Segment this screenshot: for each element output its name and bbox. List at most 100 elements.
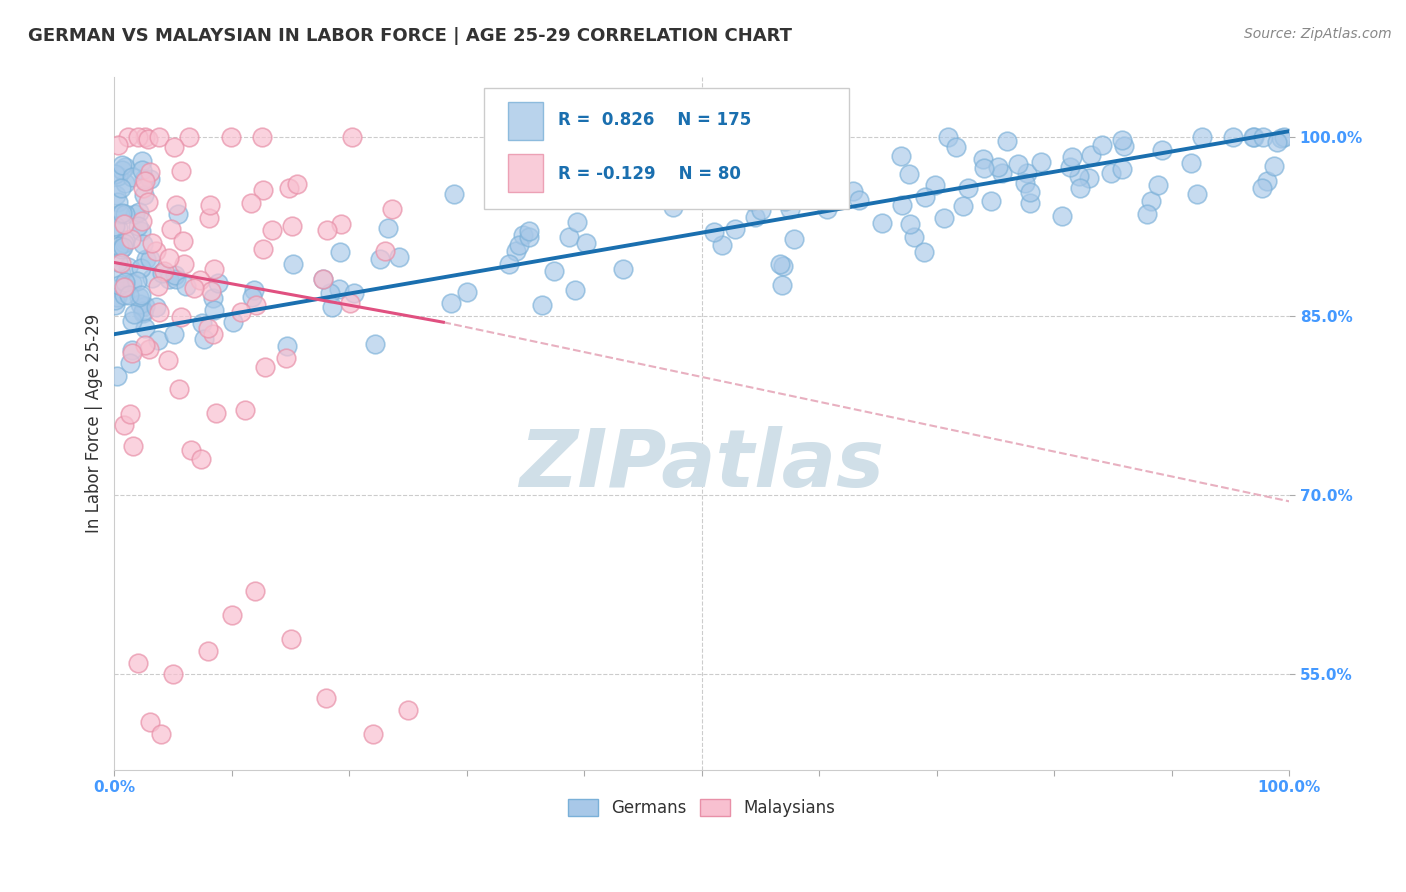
Point	[121, 346, 143, 360]
Point	[138, 715, 160, 730]
Point	[165, 198, 187, 212]
Point	[148, 130, 170, 145]
Point	[1191, 130, 1213, 145]
Point	[135, 252, 157, 267]
Point	[129, 261, 152, 276]
Point	[111, 163, 134, 178]
Point	[368, 252, 391, 267]
Point	[219, 130, 242, 145]
Point	[145, 244, 167, 258]
Point	[283, 257, 305, 271]
Point	[339, 296, 361, 310]
Point	[517, 224, 540, 238]
Point	[1018, 185, 1040, 199]
Point	[1256, 174, 1278, 188]
Point	[120, 407, 142, 421]
Point	[104, 293, 127, 307]
Point	[772, 259, 794, 273]
Point	[724, 222, 747, 236]
Point	[321, 300, 343, 314]
Point	[107, 138, 129, 153]
Point	[112, 236, 135, 251]
Point	[912, 245, 935, 260]
Point	[131, 305, 153, 319]
Point	[129, 297, 152, 311]
Point	[890, 149, 912, 163]
Point	[139, 252, 162, 267]
Point	[201, 327, 224, 342]
Point	[914, 189, 936, 203]
Point	[134, 130, 156, 145]
Point	[134, 187, 156, 202]
Point	[150, 266, 173, 280]
Point	[1222, 130, 1244, 145]
Point	[1077, 170, 1099, 185]
Point	[952, 198, 974, 212]
Point	[1185, 187, 1208, 202]
Point	[165, 272, 187, 286]
Point	[127, 130, 149, 145]
Point	[110, 242, 132, 256]
Point	[150, 727, 173, 741]
Point	[120, 232, 142, 246]
Point	[111, 158, 134, 172]
Point	[245, 298, 267, 312]
Point	[173, 257, 195, 271]
Point	[122, 307, 145, 321]
Point	[1243, 130, 1265, 145]
Point	[1251, 130, 1274, 145]
Point	[110, 180, 132, 194]
Point	[956, 180, 979, 194]
Point	[612, 261, 634, 276]
Point	[114, 233, 136, 247]
Point	[770, 278, 793, 293]
Point	[1136, 207, 1159, 221]
Point	[122, 439, 145, 453]
Point	[163, 139, 186, 153]
Point	[315, 691, 337, 706]
Point	[253, 360, 276, 375]
Point	[107, 169, 129, 183]
Point	[903, 229, 925, 244]
Point	[741, 194, 763, 209]
Point	[260, 222, 283, 236]
Point	[575, 235, 598, 250]
Point	[316, 223, 339, 237]
Point	[207, 276, 229, 290]
Point	[1180, 156, 1202, 170]
Point	[179, 130, 201, 145]
Point	[508, 238, 530, 252]
Point	[114, 280, 136, 294]
Point	[374, 244, 396, 259]
Point	[105, 187, 128, 202]
Point	[312, 272, 335, 286]
Point	[205, 406, 228, 420]
Point	[198, 198, 221, 212]
Point	[498, 257, 520, 271]
Point	[172, 234, 194, 248]
Point	[842, 185, 865, 199]
Point	[285, 177, 308, 191]
Point	[180, 443, 202, 458]
Point	[1014, 177, 1036, 191]
Point	[132, 172, 155, 186]
Point	[124, 207, 146, 221]
Point	[252, 182, 274, 196]
Point	[1091, 137, 1114, 152]
Point	[159, 221, 181, 235]
FancyBboxPatch shape	[508, 102, 543, 140]
Point	[381, 202, 404, 216]
Point	[768, 257, 790, 271]
Point	[276, 351, 298, 365]
Point	[197, 321, 219, 335]
Point	[377, 221, 399, 235]
Point	[280, 632, 302, 646]
Point	[136, 194, 159, 209]
Point	[443, 186, 465, 201]
Point	[118, 356, 141, 370]
Point	[114, 275, 136, 289]
Point	[779, 202, 801, 216]
Point	[517, 229, 540, 244]
Point	[132, 181, 155, 195]
Point	[107, 221, 129, 235]
